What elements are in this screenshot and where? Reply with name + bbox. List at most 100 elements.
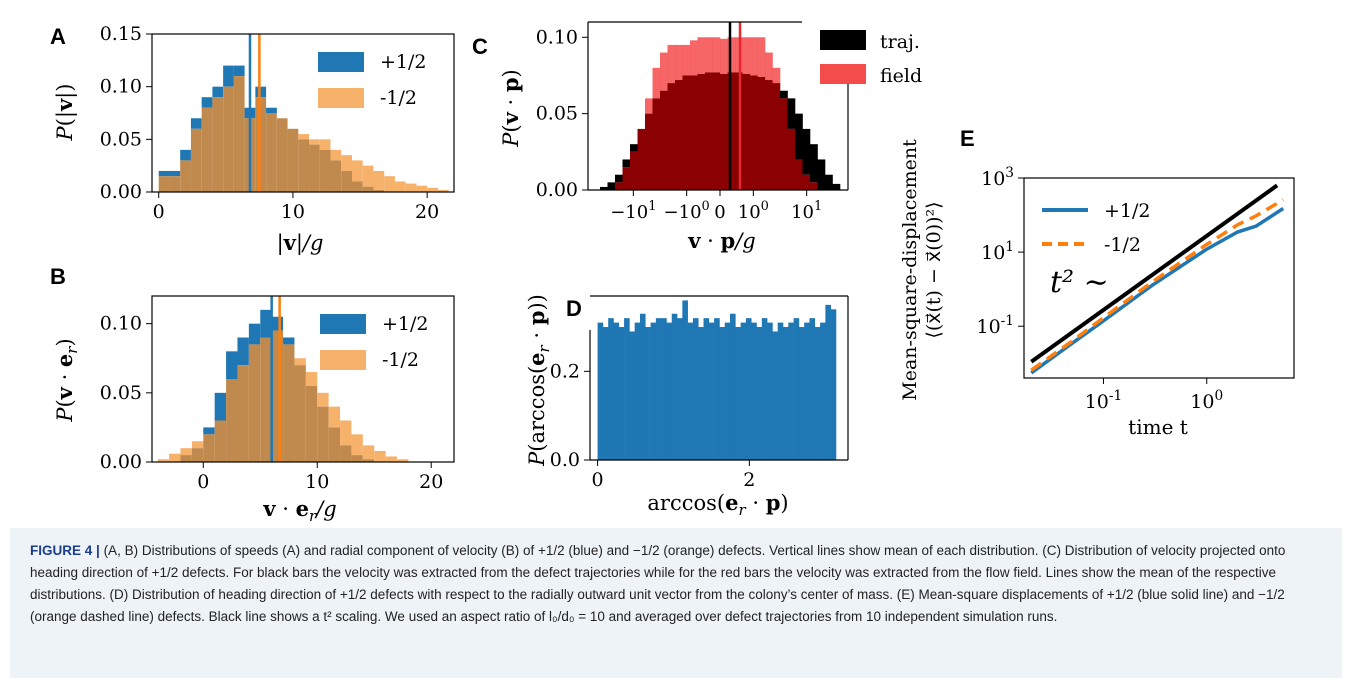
histogram-bar-a-top <box>223 65 234 87</box>
histogram-bar-d <box>629 331 635 460</box>
histogram-bar-a-top <box>201 97 213 108</box>
histogram-bar-b-top <box>374 450 386 462</box>
histogram-bar-b-overlap <box>260 337 272 462</box>
histogram-bar-b-top <box>214 392 227 421</box>
legend-label-c-field: field <box>880 65 922 87</box>
y-tick-label-a: 0.15 <box>100 23 142 45</box>
histogram-bar-c-top <box>780 90 788 99</box>
histogram-bar-b-top <box>328 406 341 428</box>
histogram-bar-d <box>783 327 789 460</box>
legend-label-e-plus: +1/2 <box>1104 200 1151 222</box>
histogram-bar-a-top <box>169 170 181 177</box>
histogram-bar-b-overlap <box>283 344 295 462</box>
panel-d: D 0 2 0.0 0.2 arccos(er · p) P(arccos(er · … <box>524 294 849 519</box>
histogram-bar-d <box>618 327 625 460</box>
histogram-bar-a-overlap <box>266 113 277 192</box>
histogram-bar-a-top <box>180 149 191 161</box>
histogram-bar-b-overlap <box>294 365 306 462</box>
histogram-bar-c-overlap <box>750 75 758 190</box>
histogram-bar-a-overlap <box>373 189 385 192</box>
histogram-bar-c-top <box>615 174 623 183</box>
histogram-bar-b-overlap <box>351 455 363 462</box>
panel-c: C −101 −100 0 100 101 0.00 0.05 0.10 traj. fiel… <box>472 21 922 253</box>
legend-swatch-a-minus <box>318 88 364 108</box>
x-axis-label-c: v · p/g <box>687 228 755 253</box>
histogram-bar-d <box>671 313 678 460</box>
x-tick-label-e: 10-1 <box>1085 388 1123 413</box>
histogram-bar-a-overlap <box>223 86 234 192</box>
histogram-bar-a-overlap <box>233 76 245 192</box>
histogram-bar-a-top <box>373 170 385 190</box>
histogram-bar-d <box>608 318 614 460</box>
histogram-bar-d <box>751 322 757 460</box>
histogram-bar-c-overlap <box>682 75 691 190</box>
histogram-bar-b-top <box>283 337 295 345</box>
legend-label-c-traj: traj. <box>880 31 920 53</box>
histogram-bar-a-top <box>394 181 406 192</box>
histogram-bar-a-top <box>351 160 363 182</box>
histogram-bar-d <box>634 322 641 460</box>
histogram-bar-b-top <box>191 441 204 449</box>
histogram-bar-a-top <box>341 155 352 171</box>
x-tick-label-c: −100 <box>664 199 710 223</box>
histogram-bar-b-top <box>385 456 398 462</box>
x-tick-label-e: 100 <box>1190 388 1223 413</box>
y-tick-label-c: 0.05 <box>536 103 578 125</box>
histogram-bar-d <box>687 322 694 460</box>
histogram-bar-a-top <box>330 149 342 161</box>
histogram-bar-b-top <box>226 351 238 379</box>
histogram-bar-a-overlap <box>351 181 363 192</box>
histogram-bar-d <box>708 322 715 460</box>
histogram-bar-c-overlap <box>720 73 728 190</box>
histogram-bar-c-overlap <box>690 75 698 190</box>
figure-panels: A 0 10 200.000.050.100.15 +1/2 -1/2 |v|/g … <box>50 21 1295 525</box>
histogram-bar-b-top <box>294 358 306 366</box>
histogram-bar-d <box>677 318 683 460</box>
histogram-bar-c-top <box>772 67 781 84</box>
msd-line-e-1 <box>1030 198 1285 372</box>
histogram-bar-a-top <box>212 86 224 98</box>
histogram-bar-d <box>767 322 773 460</box>
y-tick-label-c: 0.00 <box>536 179 578 201</box>
x-axis-label-d: arccos(er · p) <box>647 490 788 519</box>
histogram-bar-c-overlap <box>780 98 788 190</box>
histogram-bar-d <box>624 318 630 460</box>
legend-swatch-a-plus <box>318 52 364 72</box>
histogram-bar-c-overlap <box>727 72 736 190</box>
histogram-bar-b-top <box>169 453 181 462</box>
histogram-bar-b-overlap <box>203 434 215 462</box>
y-axis-label-e-line1: Mean-square-displacement <box>899 139 921 401</box>
histogram-bar-a-top <box>298 134 310 140</box>
histogram-bar-d <box>650 322 657 460</box>
histogram-bar-b-top <box>248 323 261 345</box>
histogram-bar-c-top <box>787 98 796 129</box>
y-tick-label-e: 101 <box>981 239 1014 264</box>
histogram-bar-d <box>613 322 620 460</box>
histogram-bar-a-top <box>158 170 170 177</box>
histogram-bar-b-overlap <box>317 406 329 462</box>
panel-b: B 0 10 20 0.00 0.05 0.10 +1/2 -1/2 v · er/g P… <box>50 264 455 525</box>
histogram-bar-a-overlap <box>362 186 374 192</box>
histogram-bar-a-overlap <box>319 149 331 192</box>
y-tick-label-b: 0.00 <box>100 451 142 473</box>
x-tick-label-b: 10 <box>305 471 329 493</box>
histogram-bar-c-top <box>690 40 698 76</box>
histogram-bar-d <box>804 322 810 460</box>
panel-a: A 0 10 200.000.050.100.15 +1/2 -1/2 |v|/g … <box>50 23 455 256</box>
histogram-bar-c-top <box>682 44 691 76</box>
histogram-bar-a-top <box>319 139 331 150</box>
histogram-bar-c-top <box>630 144 638 152</box>
histogram-bar-a-overlap <box>255 97 267 192</box>
panel-label-e: E <box>960 126 975 151</box>
histogram-bar-a-top <box>437 189 449 192</box>
axes-frame-b <box>151 295 455 463</box>
histogram-bar-a-top <box>405 183 417 192</box>
histogram-bar-b-overlap <box>237 365 249 462</box>
x-tick-label-b: 0 <box>197 471 209 493</box>
histogram-bar-b-overlap <box>305 385 318 462</box>
x-axis-label-e: time t <box>1128 415 1188 439</box>
histogram-bar-a-overlap <box>309 144 320 192</box>
histogram-bar-c-top <box>607 182 616 190</box>
histogram-bar-c-overlap <box>705 72 713 190</box>
histogram-bar-b-overlap <box>248 344 261 462</box>
